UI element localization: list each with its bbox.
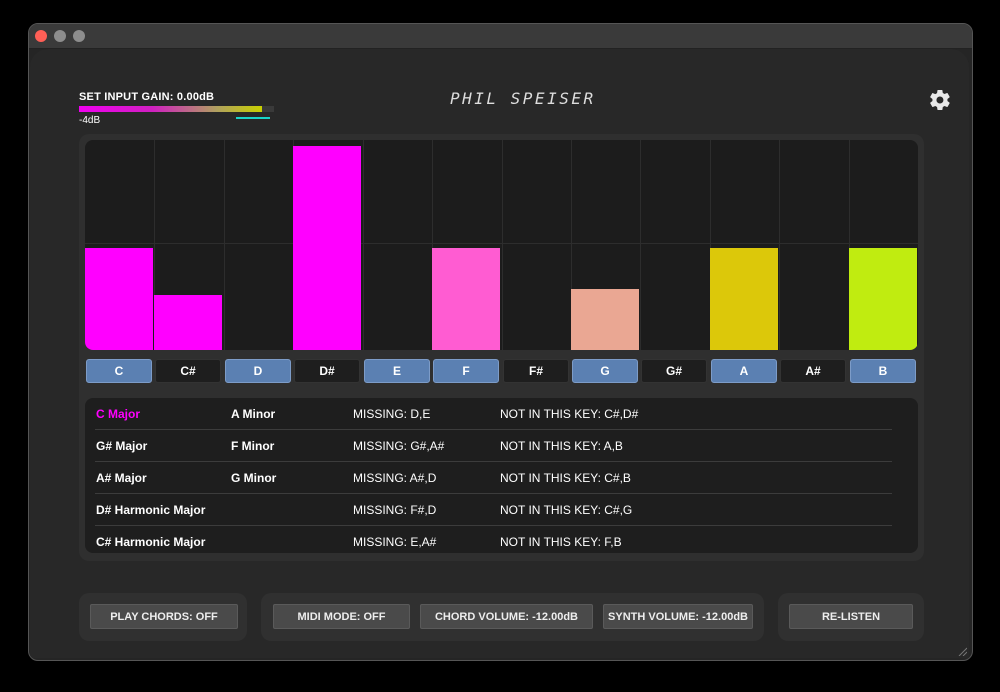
key-result-row[interactable]: C Major A Minor MISSING: D,E NOT IN THIS KE… (85, 398, 918, 430)
missing-notes: MISSING: E,A# (353, 535, 437, 549)
not-in-key-notes: NOT IN THIS KEY: F,B (500, 535, 622, 549)
bar-c (85, 248, 153, 350)
key-button-b[interactable]: B (850, 359, 916, 383)
title-bar (29, 24, 972, 49)
key-button-g[interactable]: G (572, 359, 638, 383)
chord-volume-control[interactable]: CHORD VOLUME: -12.00dB (420, 604, 593, 629)
chart-gridline (432, 140, 433, 350)
pitch-class-chart (85, 140, 918, 350)
maximize-window-button[interactable] (73, 30, 85, 42)
key-result-row[interactable]: G# Major F Minor MISSING: G#,A# NOT IN THIS… (85, 430, 918, 462)
relative-key: G Minor (231, 471, 277, 485)
input-gain-meter[interactable] (79, 106, 262, 112)
input-gain-min-label: -4dB (79, 115, 101, 126)
missing-notes: MISSING: G#,A# (353, 439, 445, 453)
brand-logo: PHIL SPEISER (450, 89, 596, 108)
row-divider (95, 461, 892, 462)
chart-gridline (640, 140, 641, 350)
key-result-row[interactable]: A# Major G Minor MISSING: A#,D NOT IN THIS … (85, 462, 918, 494)
key-buttons-row: C C# D D# E F F# G G# A A# B (85, 359, 918, 383)
bar-a (710, 248, 778, 350)
key-button-f-sharp[interactable]: F# (503, 359, 569, 383)
plugin-body: SET INPUT GAIN: 0.00dB -4dB PHIL SPEISER… (30, 49, 969, 658)
bar-d-sharp (293, 146, 361, 350)
key-button-g-sharp[interactable]: G# (641, 359, 707, 383)
key-results-list: C Major A Minor MISSING: D,E NOT IN THIS KE… (85, 398, 918, 553)
play-chords-button[interactable]: PLAY CHORDS: OFF (90, 604, 238, 629)
key-name: G# Major (96, 439, 148, 453)
not-in-key-notes: NOT IN THIS KEY: C#,D# (500, 407, 639, 421)
key-button-a[interactable]: A (711, 359, 777, 383)
synth-volume-control[interactable]: SYNTH VOLUME: -12.00dB (603, 604, 753, 629)
chart-gridline (363, 140, 364, 350)
gear-icon[interactable] (928, 88, 952, 112)
key-button-c[interactable]: C (86, 359, 152, 383)
bar-b (849, 248, 917, 350)
chart-gridline (710, 140, 711, 350)
key-name: D# Harmonic Major (96, 503, 206, 517)
bar-f (432, 248, 500, 350)
key-result-row[interactable]: C# Harmonic Major MISSING: E,A# NOT IN THI… (85, 526, 918, 558)
chart-gridline (502, 140, 503, 350)
bar-g (571, 289, 639, 350)
midi-mode-button[interactable]: MIDI MODE: OFF (273, 604, 410, 629)
key-button-f[interactable]: F (433, 359, 499, 383)
key-name: A# Major (96, 471, 147, 485)
key-button-a-sharp[interactable]: A# (780, 359, 846, 383)
resize-handle-icon[interactable] (957, 646, 967, 656)
missing-notes: MISSING: D,E (353, 407, 431, 421)
bar-c-sharp (154, 295, 222, 350)
app-window: SET INPUT GAIN: 0.00dB -4dB PHIL SPEISER… (28, 23, 973, 661)
close-window-button[interactable] (35, 30, 47, 42)
input-gain-marker[interactable] (236, 117, 270, 119)
input-gain-meter-track (262, 106, 274, 112)
key-result-row[interactable]: D# Harmonic Major MISSING: F#,D NOT IN THI… (85, 494, 918, 526)
not-in-key-notes: NOT IN THIS KEY: C#,G (500, 503, 633, 517)
chart-gridline (571, 140, 572, 350)
key-button-d[interactable]: D (225, 359, 291, 383)
relisten-button[interactable]: RE-LISTEN (789, 604, 913, 629)
not-in-key-notes: NOT IN THIS KEY: A,B (500, 439, 623, 453)
chart-gridline (154, 140, 155, 350)
not-in-key-notes: NOT IN THIS KEY: C#,B (500, 471, 631, 485)
input-gain-label: SET INPUT GAIN: 0.00dB (79, 91, 215, 103)
key-name: C Major (96, 407, 141, 421)
row-divider (95, 429, 892, 430)
missing-notes: MISSING: A#,D (353, 471, 437, 485)
chart-gridline (779, 140, 780, 350)
relative-key: F Minor (231, 439, 275, 453)
missing-notes: MISSING: F#,D (353, 503, 437, 517)
chart-gridline (224, 140, 225, 350)
row-divider (95, 525, 892, 526)
relative-key: A Minor (231, 407, 276, 421)
key-name: C# Harmonic Major (96, 535, 206, 549)
key-button-e[interactable]: E (364, 359, 430, 383)
row-divider (95, 493, 892, 494)
chart-gridline (85, 243, 918, 244)
key-button-c-sharp[interactable]: C# (155, 359, 221, 383)
key-button-d-sharp[interactable]: D# (294, 359, 360, 383)
chart-gridline (849, 140, 850, 350)
minimize-window-button[interactable] (54, 30, 66, 42)
